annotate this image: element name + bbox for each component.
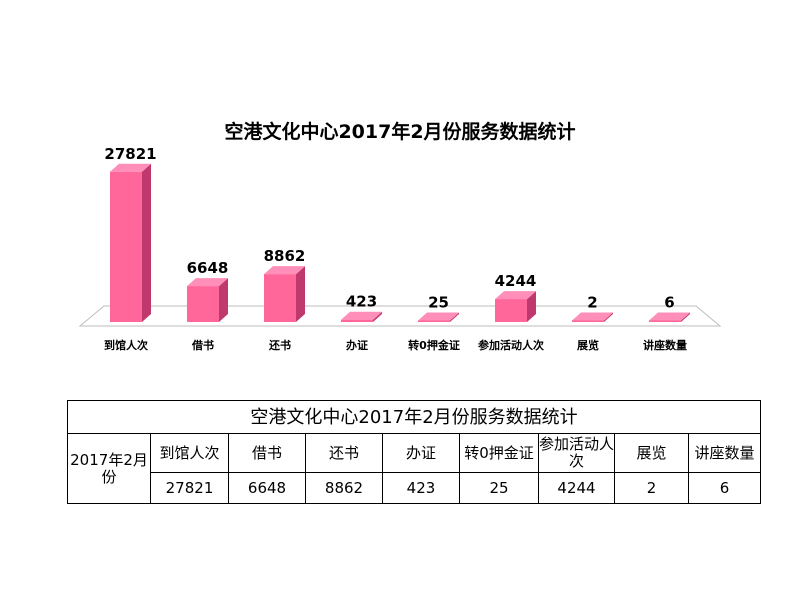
- bar-front: [418, 320, 450, 322]
- bar-top: [341, 311, 382, 320]
- bar: [264, 266, 305, 322]
- bar-side: [527, 291, 536, 322]
- data-label: 4244: [495, 272, 537, 290]
- bar-group: [110, 163, 690, 322]
- bar-top: [110, 163, 151, 172]
- data-label: 27821: [104, 145, 156, 163]
- bar-top: [418, 312, 459, 321]
- bar-front: [341, 319, 373, 322]
- bar-top: [649, 312, 690, 321]
- bar-top: [572, 312, 613, 321]
- chart-floor: [78, 305, 722, 327]
- row-header-cell: 2017年2月份: [67, 433, 151, 504]
- category-label: 转0押金证: [408, 338, 460, 352]
- col-header: 到馆人次: [150, 433, 229, 473]
- table-title: 空港文化中心2017年2月份服务数据统计: [66, 400, 762, 434]
- bar-front: [572, 320, 604, 322]
- bar: [495, 291, 536, 322]
- bar-top: [187, 278, 228, 287]
- bar-front: [110, 171, 142, 322]
- value-label-group: 27821 6648 8862 423 25 4244 2 6: [104, 145, 674, 312]
- category-label: 还书: [268, 338, 291, 352]
- table-cell: 25: [459, 472, 539, 504]
- table-cell: 423: [382, 472, 460, 504]
- data-label: 6648: [187, 259, 229, 277]
- bar: [418, 312, 459, 322]
- col-header: 办证: [382, 433, 460, 473]
- bar-front: [649, 320, 681, 322]
- col-header: 讲座数量: [687, 433, 762, 473]
- bar-side: [681, 312, 690, 322]
- col-header: 参加活动人次: [538, 433, 615, 473]
- bar-side: [604, 312, 613, 322]
- bar-chart: 空港文化中心2017年2月份服务数据统计 27821 6648 8862 423 25 4…: [78, 120, 722, 352]
- table-cell: 8862: [305, 472, 383, 504]
- col-header: 借书: [228, 433, 306, 473]
- table-cell: 4244: [538, 472, 615, 504]
- category-label: 讲座数量: [643, 338, 687, 352]
- col-header: 展览: [614, 433, 689, 473]
- chart-title: 空港文化中心2017年2月份服务数据统计: [224, 120, 575, 143]
- bar-front: [187, 286, 219, 322]
- stats-table: 空港文化中心2017年2月份服务数据统计 2017年2月份 到馆人次 借书 还书…: [66, 400, 762, 504]
- bar: [649, 312, 690, 322]
- category-label: 到馆人次: [104, 338, 148, 352]
- bar: [572, 312, 613, 322]
- category-label: 办证: [346, 338, 368, 352]
- col-header: 转0押金证: [459, 433, 539, 473]
- bar-side: [296, 266, 305, 322]
- data-label: 6: [664, 294, 674, 312]
- bar-side: [373, 311, 382, 322]
- category-label-group: 到馆人次 借书 还书 办证 转0押金证 参加活动人次 展览 讲座数量: [104, 338, 687, 352]
- bar-front: [495, 299, 527, 322]
- data-label: 8862: [264, 247, 306, 265]
- table-cell: 27821: [150, 472, 229, 504]
- bar-front: [264, 274, 296, 322]
- bar-top: [495, 291, 536, 300]
- bar-side: [142, 163, 151, 322]
- bar-side: [219, 278, 228, 322]
- table-cell: 2: [614, 472, 689, 504]
- data-label: 25: [428, 294, 449, 312]
- table-cell: 6: [687, 472, 762, 504]
- bar: [341, 311, 382, 322]
- category-label: 展览: [576, 338, 599, 352]
- data-label: 2: [587, 294, 597, 312]
- table-cell: 6648: [228, 472, 306, 504]
- col-header: 还书: [305, 433, 383, 473]
- bar: [110, 163, 151, 322]
- data-label: 423: [346, 293, 377, 311]
- bar-top: [264, 266, 305, 275]
- bar-side: [450, 312, 459, 322]
- bar: [187, 278, 228, 322]
- category-label: 借书: [191, 338, 214, 352]
- category-label: 参加活动人次: [478, 338, 544, 352]
